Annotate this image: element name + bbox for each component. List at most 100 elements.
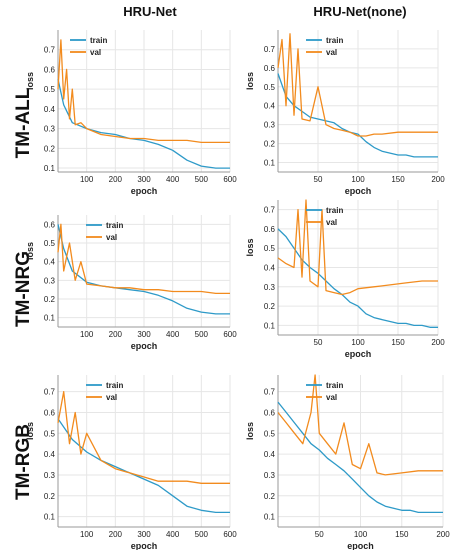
- y-axis-label: loss: [25, 242, 35, 260]
- y-tick-label: 0.3: [264, 471, 276, 480]
- x-tick-label: 500: [195, 175, 209, 184]
- x-tick-label: 500: [195, 330, 209, 339]
- legend-label-val: val: [326, 48, 337, 57]
- y-tick-label: 0.3: [44, 125, 56, 134]
- y-tick-label: 0.3: [264, 121, 276, 130]
- y-tick-label: 0.6: [44, 220, 56, 229]
- y-tick-label: 0.3: [264, 283, 276, 292]
- y-tick-label: 0.6: [264, 408, 276, 417]
- y-tick-label: 0.5: [44, 85, 56, 94]
- series-line-val: [277, 374, 443, 476]
- y-tick-label: 0.5: [264, 429, 276, 438]
- legend-label-train: train: [326, 206, 343, 215]
- series-line-val: [57, 391, 230, 484]
- y-axis-label: loss: [245, 422, 255, 440]
- y-tick-label: 0.1: [44, 513, 56, 522]
- y-tick-label: 0.4: [44, 105, 56, 114]
- y-tick-label: 0.2: [44, 492, 56, 501]
- x-tick-label: 200: [109, 530, 123, 539]
- y-tick-label: 0.4: [264, 102, 276, 111]
- y-axis-label: loss: [25, 72, 35, 90]
- legend-label-train: train: [90, 36, 107, 45]
- y-tick-label: 0.4: [264, 450, 276, 459]
- x-tick-label: 600: [223, 175, 237, 184]
- y-tick-label: 0.2: [44, 144, 56, 153]
- x-axis-label: epoch: [131, 341, 158, 351]
- x-tick-label: 100: [80, 175, 94, 184]
- y-tick-label: 0.5: [44, 239, 56, 248]
- y-axis-label: loss: [245, 72, 255, 90]
- x-tick-label: 50: [314, 175, 323, 184]
- legend-label-val: val: [326, 218, 337, 227]
- legend-label-train: train: [106, 381, 123, 390]
- x-tick-label: 200: [436, 530, 450, 539]
- x-tick-label: 100: [351, 338, 365, 347]
- y-axis-label: loss: [245, 238, 255, 256]
- y-tick-label: 0.6: [264, 225, 276, 234]
- y-tick-label: 0.5: [44, 429, 56, 438]
- x-tick-label: 200: [109, 175, 123, 184]
- series-line-val: [277, 199, 438, 296]
- series-line-val: [57, 39, 230, 144]
- series-line-val: [277, 33, 438, 137]
- x-tick-label: 50: [315, 530, 324, 539]
- y-tick-label: 0.7: [44, 46, 56, 55]
- x-tick-label: 150: [395, 530, 409, 539]
- x-tick-label: 300: [137, 330, 151, 339]
- y-tick-label: 0.3: [44, 471, 56, 480]
- x-tick-label: 100: [351, 175, 365, 184]
- series-line-train: [57, 418, 230, 514]
- column-title-hru-net-none: HRU-Net(none): [313, 4, 407, 19]
- x-axis-label: epoch: [131, 541, 158, 550]
- x-axis-label: epoch: [345, 186, 372, 196]
- x-axis-label: epoch: [347, 541, 374, 550]
- x-tick-label: 300: [137, 530, 151, 539]
- y-tick-label: 0.1: [264, 513, 276, 522]
- y-tick-label: 0.1: [44, 164, 56, 173]
- y-tick-label: 0.6: [44, 65, 56, 74]
- legend-label-val: val: [90, 48, 101, 57]
- series-line-train: [277, 401, 443, 514]
- y-tick-label: 0.2: [44, 295, 56, 304]
- legend-label-val: val: [106, 393, 117, 402]
- x-tick-label: 150: [391, 175, 405, 184]
- y-tick-label: 0.7: [44, 388, 56, 397]
- series-line-train: [277, 228, 438, 328]
- x-tick-label: 400: [166, 330, 180, 339]
- x-tick-label: 150: [391, 338, 405, 347]
- y-tick-label: 0.3: [44, 276, 56, 285]
- y-tick-label: 0.5: [264, 83, 276, 92]
- y-tick-label: 0.1: [264, 321, 276, 330]
- x-tick-label: 200: [431, 175, 445, 184]
- y-tick-label: 0.4: [44, 450, 56, 459]
- x-axis-label: epoch: [131, 186, 158, 196]
- legend-label-val: val: [326, 393, 337, 402]
- x-tick-label: 50: [314, 338, 323, 347]
- x-tick-label: 400: [166, 175, 180, 184]
- y-tick-label: 0.6: [264, 64, 276, 73]
- y-tick-label: 0.4: [44, 258, 56, 267]
- y-tick-label: 0.2: [264, 492, 276, 501]
- x-tick-label: 400: [166, 530, 180, 539]
- legend-label-train: train: [326, 36, 343, 45]
- y-tick-label: 0.7: [264, 206, 276, 215]
- x-tick-label: 600: [223, 530, 237, 539]
- x-tick-label: 100: [80, 330, 94, 339]
- y-tick-label: 0.1: [264, 159, 276, 168]
- y-tick-label: 0.6: [44, 408, 56, 417]
- series-line-train: [277, 73, 438, 158]
- y-tick-label: 0.7: [264, 388, 276, 397]
- legend-label-train: train: [106, 221, 123, 230]
- x-tick-label: 300: [137, 175, 151, 184]
- legend-label-val: val: [106, 233, 117, 242]
- y-tick-label: 0.2: [264, 302, 276, 311]
- x-tick-label: 600: [223, 330, 237, 339]
- x-tick-label: 100: [354, 530, 368, 539]
- y-axis-label: loss: [25, 422, 35, 440]
- x-tick-label: 200: [109, 330, 123, 339]
- y-tick-label: 0.5: [264, 244, 276, 253]
- x-tick-label: 500: [195, 530, 209, 539]
- column-title-hru-net: HRU-Net: [123, 4, 177, 19]
